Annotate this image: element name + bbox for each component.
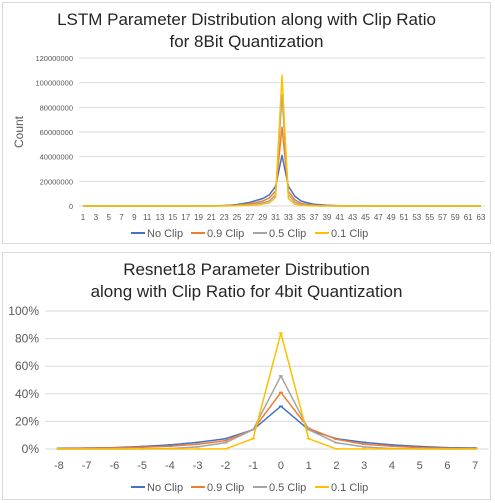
x-tick-label: 0 (278, 460, 284, 472)
y-tick-label: 60000000 (40, 128, 73, 137)
lstm-title-line-2: for 8Bit Quantization (169, 32, 324, 51)
legend-label: No Clip (147, 482, 183, 494)
y-tick-label: 20% (15, 414, 39, 428)
x-tick-label: 35 (297, 213, 306, 222)
x-tick-label: -8 (54, 460, 64, 472)
y-tick-label: 40% (15, 387, 39, 401)
x-tick-label: 19 (194, 213, 203, 222)
legend-label: 0.9 Clip (207, 228, 244, 240)
x-tick-label: 6 (444, 460, 450, 472)
x-tick-label: 21 (207, 213, 216, 222)
resnet-chart-panel: Resnet18 Parameter Distribution along wi… (2, 252, 491, 500)
x-tick-label: 53 (412, 213, 421, 222)
x-tick-label: 41 (335, 213, 344, 222)
y-tick-label: 20000000 (40, 177, 73, 186)
x-tick-label: -1 (248, 460, 258, 472)
x-tick-label: 7 (119, 213, 124, 222)
x-tick-label: 5 (106, 213, 111, 222)
x-tick-label: 31 (271, 213, 280, 222)
y-tick-label: 80% (15, 332, 39, 346)
legend-label: 0.5 Clip (269, 482, 306, 494)
x-tick-label: -5 (137, 460, 147, 472)
lstm-title-line-1: LSTM Parameter Distribution along with C… (57, 10, 436, 29)
x-tick-label: -3 (193, 460, 203, 472)
x-tick-label: 17 (181, 213, 190, 222)
lstm-chart-panel: LSTM Parameter Distribution along with C… (2, 2, 491, 244)
resnet-chart-svg: 0% 20% 40% 60% 80% 100% -8 -7 -6 -5 -4 -3 -2 -1 0 1 2 3 4 5… (8, 304, 489, 494)
y-axis-title: Count (12, 115, 26, 148)
x-tick-label: -4 (165, 460, 175, 472)
series-line (83, 154, 481, 207)
x-tick-label: 61 (464, 213, 473, 222)
resnet-title-line-1: Resnet18 Parameter Distribution (123, 260, 370, 279)
legend-label: 0.5 Clip (269, 228, 306, 240)
lstm-chart-title: LSTM Parameter Distribution along with C… (3, 9, 490, 53)
legend-label: 0.9 Clip (207, 482, 244, 494)
x-tick-label: 37 (310, 213, 319, 222)
y-tick-label: 0 (69, 202, 73, 211)
x-tick-label: 23 (220, 213, 229, 222)
x-tick-label: 55 (425, 213, 434, 222)
x-tick-label: 51 (400, 213, 409, 222)
y-tick-label: 40000000 (40, 153, 73, 162)
legend-label: 0.1 Clip (331, 482, 368, 494)
x-tick-label: 1 (306, 460, 312, 472)
x-tick-label: 25 (233, 213, 242, 222)
resnet-chart-title: Resnet18 Parameter Distribution along wi… (3, 259, 490, 303)
x-tick-label: 33 (284, 213, 293, 222)
x-tick-label: 3 (361, 460, 367, 472)
series-line (83, 94, 481, 207)
y-tick-label: 120000000 (35, 54, 73, 63)
x-tick-label: 9 (132, 213, 137, 222)
y-tick-label: 60% (15, 359, 39, 373)
x-tick-label: -7 (82, 460, 92, 472)
series-line (58, 332, 476, 450)
x-tick-label: 39 (322, 213, 331, 222)
series-line (58, 405, 476, 450)
x-tick-label: 11 (143, 213, 152, 222)
resnet-title-line-2: along with Clip Ratio for 4bit Quantizat… (90, 282, 403, 301)
y-tick-label: 0% (22, 442, 40, 456)
x-tick-label: 4 (389, 460, 395, 472)
y-tick-label: 80000000 (40, 103, 73, 112)
y-tick-label: 100% (8, 304, 39, 318)
x-tick-label: 27 (245, 213, 254, 222)
lstm-chart-svg: 0 20000000 40000000 60000000 80000000 1000000… (12, 54, 486, 240)
x-tick-label: 49 (387, 213, 396, 222)
x-tick-label: 47 (374, 213, 383, 222)
legend-label: 0.1 Clip (331, 228, 368, 240)
y-tick-label: 100000000 (35, 79, 73, 88)
series-line (83, 74, 481, 207)
x-tick-label: 59 (451, 213, 460, 222)
series-line (58, 391, 476, 450)
x-tick-label: -2 (220, 460, 230, 472)
x-tick-label: 57 (438, 213, 447, 222)
x-tick-label: 15 (168, 213, 177, 222)
x-tick-label: 43 (348, 213, 357, 222)
x-tick-label: 7 (472, 460, 478, 472)
x-tick-label: 2 (333, 460, 339, 472)
x-tick-label: 29 (258, 213, 267, 222)
x-tick-label: 3 (94, 213, 99, 222)
x-tick-label: 5 (417, 460, 423, 472)
x-tick-label: 45 (361, 213, 370, 222)
x-tick-label: 63 (477, 213, 486, 222)
x-tick-label: -6 (109, 460, 119, 472)
series-line (83, 126, 481, 207)
legend-label: No Clip (147, 228, 183, 240)
x-tick-label: 13 (156, 213, 165, 222)
x-tick-label: 1 (81, 213, 86, 222)
